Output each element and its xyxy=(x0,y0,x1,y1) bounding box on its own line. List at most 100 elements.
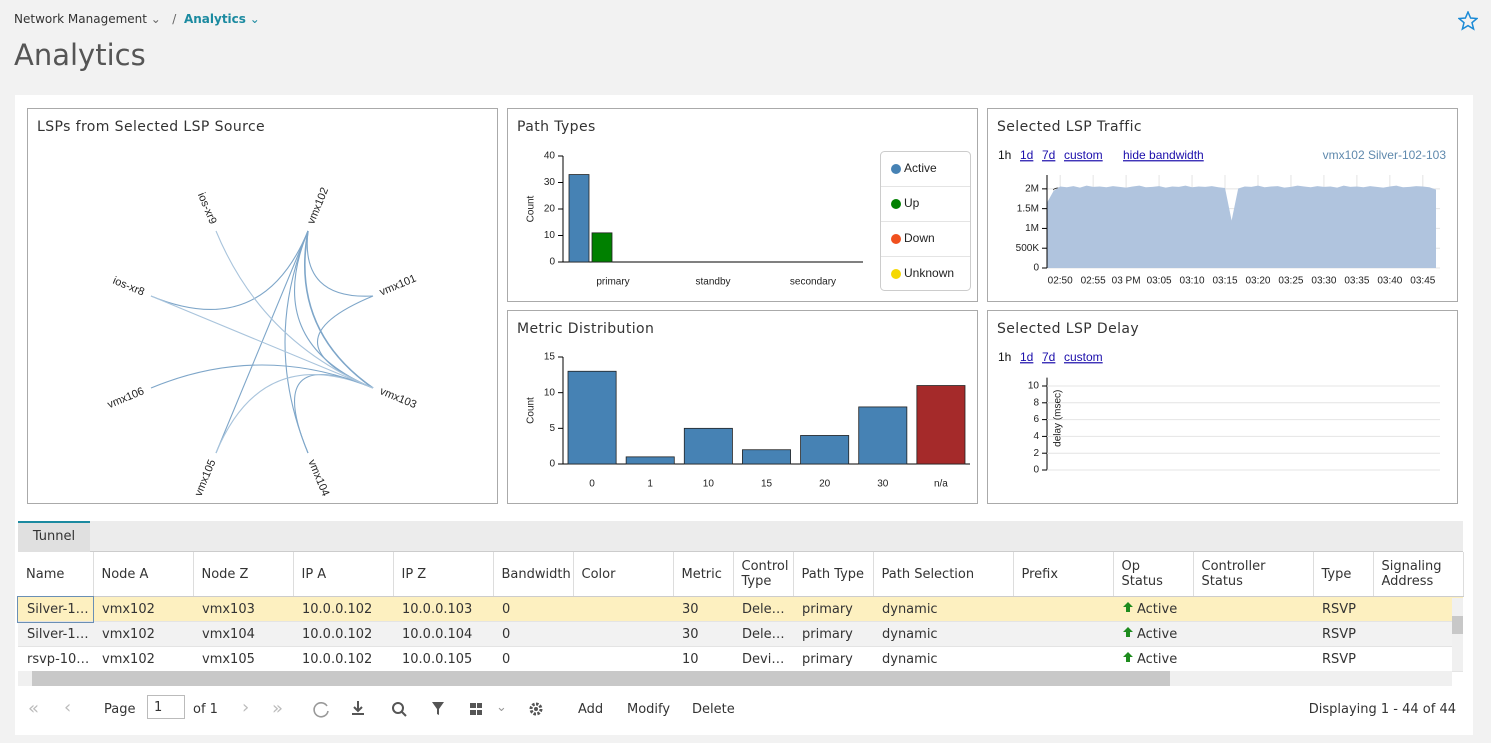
column-header[interactable]: Signaling Address xyxy=(1373,552,1464,597)
column-header[interactable]: Node A xyxy=(93,552,194,597)
cell-text: Silver-1… xyxy=(27,601,89,617)
x-tick-label: 03:30 xyxy=(1311,276,1336,287)
table-row[interactable]: rsvp-10… vmx102 vmx105 10.0.0.102 10.0.0.105… xyxy=(18,646,1463,672)
tab[interactable]: Tunnel xyxy=(18,521,90,552)
column-header[interactable]: Color xyxy=(573,552,674,597)
time-link[interactable]: hide bandwidth xyxy=(1123,148,1204,162)
cell-text: dynamic xyxy=(882,626,938,642)
action-button[interactable]: Delete xyxy=(692,702,735,717)
time-link[interactable]: 1d xyxy=(1020,148,1033,162)
cell-text: Active xyxy=(1137,652,1178,667)
next-page[interactable]: › xyxy=(242,697,250,718)
x-tick-label: 10 xyxy=(703,479,715,490)
status-text: Displaying 1 - 44 of 44 xyxy=(1308,702,1456,717)
table-cell: vmx102 xyxy=(93,646,193,672)
column-header[interactable]: Op Status xyxy=(1113,552,1194,597)
y-axis-label: Count xyxy=(526,397,537,424)
time-link[interactable]: 7d xyxy=(1042,148,1055,162)
h-scrollbar[interactable] xyxy=(18,671,1452,686)
page-input[interactable]: 1 xyxy=(147,695,185,719)
first-page[interactable]: « xyxy=(28,698,40,719)
cell-text: Devi… xyxy=(742,651,785,667)
x-tick-label: 03:15 xyxy=(1213,276,1238,287)
cell-text: 0 xyxy=(502,651,511,667)
table-cell: RSVP xyxy=(1313,646,1373,672)
action-button[interactable]: Modify xyxy=(627,702,671,717)
column-header[interactable]: Type xyxy=(1313,552,1374,597)
time-link[interactable]: 1d xyxy=(1020,350,1033,364)
column-header[interactable]: IP Z xyxy=(393,552,494,597)
table-cell xyxy=(1013,596,1113,622)
table-cell: Active xyxy=(1113,621,1193,647)
dropdown[interactable]: ⌄ xyxy=(496,700,507,715)
cell-text: rsvp-10… xyxy=(27,651,90,667)
column-header[interactable]: Path Selection xyxy=(873,552,1014,597)
panel-title: Path Types xyxy=(517,119,596,135)
legend-swatch xyxy=(891,234,901,244)
x-tick-label: 03:20 xyxy=(1245,276,1270,287)
table-row[interactable]: Silver-1… vmx102 vmx104 10.0.0.102 10.0.0.10… xyxy=(18,621,1463,647)
column-header[interactable]: Path Type xyxy=(793,552,874,597)
panel-title: Metric Distribution xyxy=(517,321,654,337)
column-header[interactable]: Bandwidth xyxy=(493,552,574,597)
favorite-star[interactable] xyxy=(1458,11,1478,31)
legend-label: Up xyxy=(904,196,920,210)
columns-icon[interactable] xyxy=(470,703,482,715)
y-tick-label: 4 xyxy=(1033,431,1039,442)
bar xyxy=(858,406,908,465)
status-icon xyxy=(1123,627,1133,637)
x-tick-label: 02:55 xyxy=(1081,276,1106,287)
breadcrumb: Network Management ⌄ / Analytics ⌄ xyxy=(14,12,260,26)
column-header[interactable]: Control Type xyxy=(733,552,794,597)
x-tick-label: 15 xyxy=(761,479,773,490)
column-header[interactable]: Prefix xyxy=(1013,552,1114,597)
table-cell: primary xyxy=(793,646,873,672)
column-header[interactable]: Metric xyxy=(673,552,734,597)
column-header[interactable]: Name xyxy=(18,552,94,597)
table-cell: primary xyxy=(793,596,873,622)
y-tick-label: 2 xyxy=(1033,448,1039,459)
time-link[interactable]: 1h xyxy=(998,350,1011,364)
y-tick-label: 5 xyxy=(549,423,555,434)
crumb[interactable]: Analytics xyxy=(183,12,246,26)
refresh-icon[interactable] xyxy=(313,702,329,718)
x-tick-label: 03:35 xyxy=(1344,276,1369,287)
action-button[interactable]: Add xyxy=(578,702,604,717)
prev-page[interactable]: ‹ xyxy=(64,697,72,718)
table-cell: vmx103 xyxy=(193,596,293,622)
table-row[interactable]: Silver-1… vmx102 vmx103 10.0.0.102 10.0.0.10… xyxy=(17,595,1463,623)
charts: LSPs from Selected LSP Source Path Types… xyxy=(27,108,1458,504)
cell-text: RSVP xyxy=(1322,626,1357,642)
v-scrollbar[interactable] xyxy=(1452,598,1463,671)
cell-text: 10.0.0.103 xyxy=(402,601,473,617)
last-page[interactable]: » xyxy=(272,698,284,719)
x-tick-label: 20 xyxy=(819,479,831,490)
cell-text: 10.0.0.102 xyxy=(302,651,373,667)
x-tick-label: 30 xyxy=(877,479,889,490)
table-cell xyxy=(1373,596,1463,622)
x-tick-label: primary xyxy=(596,277,629,288)
y-tick-label: 15 xyxy=(544,352,556,363)
table-cell xyxy=(1013,646,1113,672)
crumb[interactable]: Network Management xyxy=(14,12,147,26)
time-link[interactable]: custom xyxy=(1064,148,1103,162)
search-icon[interactable] xyxy=(392,702,404,714)
column-header[interactable]: Node Z xyxy=(193,552,294,597)
column-header[interactable]: IP A xyxy=(293,552,394,597)
settings-icon[interactable] xyxy=(528,701,544,717)
time-link[interactable]: custom xyxy=(1064,350,1103,364)
toolbar: « ‹ Page 1 of 1 › » ⌄ Add Modify Delete … xyxy=(18,690,1463,730)
y-tick-label: 0 xyxy=(1033,263,1039,274)
filter-icon[interactable] xyxy=(432,702,444,715)
column-header[interactable]: Controller Status xyxy=(1193,552,1314,597)
legend-label: Down xyxy=(904,231,935,245)
cell-text: Dele… xyxy=(742,601,785,617)
x-tick-label: secondary xyxy=(790,277,836,288)
download-icon[interactable] xyxy=(352,701,364,715)
bar xyxy=(742,449,791,465)
time-link[interactable]: 7d xyxy=(1042,350,1055,364)
table-cell: rsvp-10… xyxy=(18,646,93,672)
bar xyxy=(916,385,966,465)
time-link[interactable]: 1h xyxy=(998,148,1011,162)
cell-text: 30 xyxy=(682,626,699,642)
